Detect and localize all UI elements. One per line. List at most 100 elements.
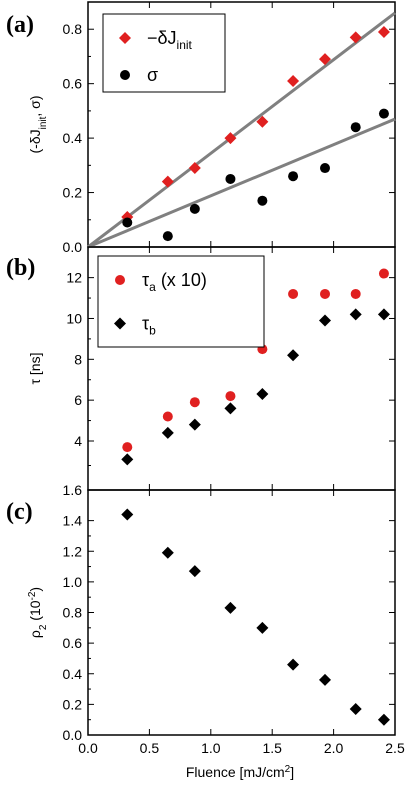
y-axis-title-part: -2 bbox=[27, 591, 38, 600]
legend-entry-main: τ bbox=[142, 270, 149, 290]
legend-marker bbox=[114, 317, 126, 330]
y-tick-label: 0.8 bbox=[63, 21, 83, 37]
y-tick-label: 4 bbox=[74, 433, 82, 449]
x-tick-label: 1.0 bbox=[201, 740, 221, 756]
y-axis-title-part: (10 bbox=[27, 600, 43, 624]
y-tick-label: 0.4 bbox=[63, 666, 83, 682]
y-tick-label: 1.0 bbox=[63, 574, 83, 590]
data-point bbox=[188, 162, 201, 175]
legend-entry-sub: init bbox=[177, 38, 193, 52]
y-tick-label: 0.6 bbox=[63, 635, 83, 651]
y-tick-label: 0.4 bbox=[63, 130, 83, 146]
y-tick-label: 0.2 bbox=[63, 696, 83, 712]
legend-box bbox=[102, 13, 226, 93]
legend-entry: τa (x 10) bbox=[142, 270, 207, 294]
data-point bbox=[188, 418, 201, 431]
y-axis-title-part: τ [ns] bbox=[27, 353, 43, 385]
y-tick-label: 8 bbox=[74, 351, 82, 367]
y-axis-title-part: ) bbox=[27, 587, 43, 592]
legend-entry-main: τ bbox=[142, 314, 149, 334]
data-point bbox=[256, 388, 269, 401]
data-point bbox=[377, 25, 390, 38]
data-point bbox=[319, 314, 332, 327]
plot-frame bbox=[87, 489, 396, 736]
data-point bbox=[377, 713, 390, 726]
data-point bbox=[349, 31, 362, 44]
panel-3: (c)0.00.20.40.60.81.01.21.40.0 0.5 1.0 1.5 2… bbox=[6, 489, 405, 780]
data-point bbox=[161, 546, 174, 559]
x-tick-label: 0.0 bbox=[78, 740, 98, 756]
data-point bbox=[121, 508, 134, 521]
data-point bbox=[225, 391, 236, 402]
legend-entry-sub: a bbox=[149, 280, 156, 294]
legend-box bbox=[97, 255, 265, 348]
data-point bbox=[224, 132, 237, 145]
data-point bbox=[161, 175, 174, 188]
fit-line bbox=[87, 11, 396, 249]
legend-entry-sub: b bbox=[149, 324, 156, 338]
data-point bbox=[287, 658, 300, 671]
legend-marker bbox=[120, 70, 130, 80]
fit-line bbox=[87, 117, 396, 249]
data-point bbox=[349, 702, 362, 715]
panel-label: (b) bbox=[6, 255, 35, 281]
y-tick-label: 1.2 bbox=[63, 543, 83, 559]
data-point bbox=[122, 442, 133, 453]
data-point bbox=[161, 426, 174, 439]
data-point bbox=[319, 53, 332, 66]
data-point bbox=[378, 108, 389, 119]
y-axis-title-group: τ [ns] bbox=[27, 353, 43, 385]
data-point bbox=[257, 195, 268, 206]
data-point bbox=[256, 115, 269, 128]
y-tick-label: 0.0 bbox=[63, 239, 83, 255]
y-axis-title-part: (-δJ bbox=[27, 129, 43, 153]
panel-label: (a) bbox=[6, 12, 34, 38]
x-axis-title-part: 2 bbox=[285, 764, 291, 775]
data-point bbox=[288, 288, 299, 299]
y-tick-label: 0.2 bbox=[63, 185, 83, 201]
data-point bbox=[122, 217, 133, 228]
y-tick-label: 10 bbox=[66, 310, 82, 326]
data-point bbox=[349, 308, 362, 321]
y-axis-title-part: , σ) bbox=[27, 95, 43, 116]
x-tick-label: 2.0 bbox=[324, 740, 344, 756]
series-2 bbox=[121, 308, 390, 466]
legend-entry: τb bbox=[142, 314, 156, 338]
panel-label: (c) bbox=[6, 499, 33, 525]
y-axis-title-part: 2 bbox=[38, 624, 49, 630]
y-tick-label: 12 bbox=[66, 270, 82, 286]
data-point bbox=[378, 268, 389, 279]
y-axis-title-group: ρ2 (10-2) bbox=[27, 587, 49, 638]
x-axis-title-part: Fluence [mJ/cm bbox=[186, 764, 285, 780]
y-tick-label: 0.8 bbox=[63, 605, 83, 621]
y-tick-label: 0.6 bbox=[63, 76, 83, 92]
legend-marker bbox=[115, 275, 125, 285]
x-axis-title-part: ] bbox=[290, 764, 294, 780]
y-axis-title: τ [ns] bbox=[27, 353, 43, 385]
data-point bbox=[287, 349, 300, 362]
x-tick-label: 0.5 bbox=[140, 740, 160, 756]
data-point bbox=[121, 453, 134, 466]
y-axis-title: ρ2 (10-2) bbox=[27, 587, 49, 638]
data-point bbox=[377, 308, 390, 321]
legend-marker bbox=[119, 32, 131, 44]
data-point bbox=[224, 601, 237, 614]
series-2 bbox=[122, 108, 389, 242]
y-axis-title-part: ρ bbox=[27, 630, 43, 638]
y-tick-label: 1.4 bbox=[63, 513, 83, 529]
x-tick-label: 2.5 bbox=[385, 740, 405, 756]
series-1 bbox=[122, 268, 389, 453]
data-point bbox=[320, 288, 331, 299]
y-axis-title-part: init bbox=[38, 116, 49, 129]
y-tick-label: 0.0 bbox=[63, 727, 83, 743]
legend-entry: −δJinit bbox=[147, 28, 193, 52]
series-1 bbox=[121, 508, 390, 726]
series-1 bbox=[121, 25, 390, 224]
data-point bbox=[162, 231, 173, 242]
x-tick-label: 1.5 bbox=[262, 740, 282, 756]
data-point bbox=[224, 402, 237, 415]
data-point bbox=[189, 397, 200, 408]
